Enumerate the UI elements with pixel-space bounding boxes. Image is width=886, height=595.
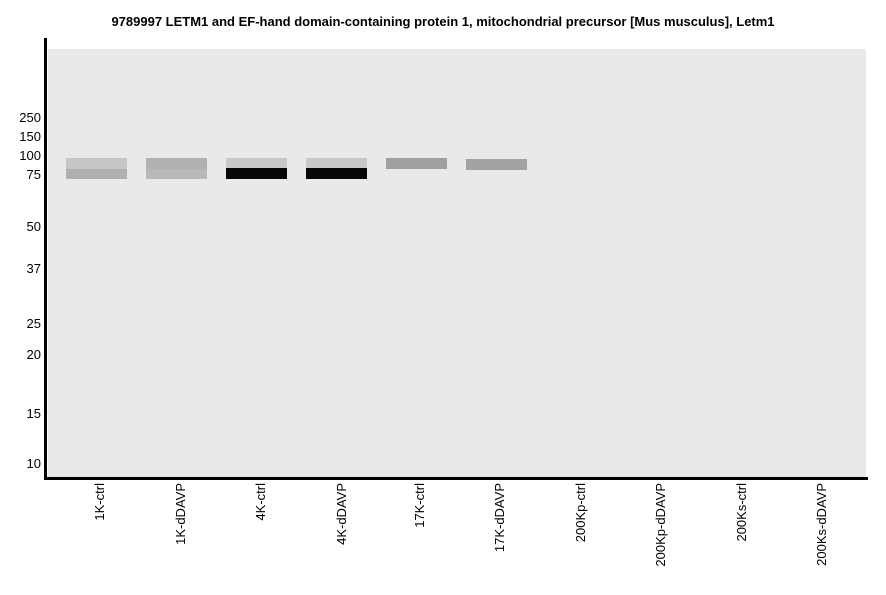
y-axis-line	[44, 38, 47, 480]
blot-band	[226, 168, 287, 179]
y-tick-label: 75	[26, 167, 41, 182]
y-tick-label: 25	[26, 316, 41, 331]
lane-label: 200Kp-dDAVP	[653, 483, 668, 567]
y-tick-label: 10	[26, 456, 41, 471]
y-tick-label: 150	[19, 129, 41, 144]
y-tick-label: 100	[19, 148, 41, 163]
blot-band	[146, 169, 207, 179]
y-tick-label: 15	[26, 406, 41, 421]
lane-label: 1K-ctrl	[92, 483, 107, 521]
y-tick-label: 250	[19, 110, 41, 125]
lane-label: 200Ks-ctrl	[734, 483, 749, 542]
y-tick-label: 50	[26, 219, 41, 234]
lane-label: 4K-ctrl	[253, 483, 268, 521]
y-tick-label: 37	[26, 261, 41, 276]
x-axis-line	[44, 477, 868, 480]
lane-label: 17K-dDAVP	[492, 483, 507, 553]
y-tick-label: 20	[26, 347, 41, 362]
plot-background	[48, 49, 866, 477]
lane-label: 200Ks-dDAVP	[814, 483, 829, 566]
blot-band	[66, 169, 127, 179]
blot-band	[226, 158, 287, 168]
lane-label: 17K-ctrl	[412, 483, 427, 528]
blot-band	[466, 159, 527, 170]
lane-label: 1K-dDAVP	[173, 483, 188, 545]
blot-band	[306, 158, 367, 168]
blot-band	[386, 158, 447, 169]
lane-label: 4K-dDAVP	[334, 483, 349, 545]
blot-band	[146, 158, 207, 169]
lane-label: 200Kp-ctrl	[573, 483, 588, 543]
blot-band	[306, 168, 367, 179]
figure-title: 9789997 LETM1 and EF-hand domain-contain…	[111, 14, 775, 29]
blot-band	[66, 158, 127, 169]
